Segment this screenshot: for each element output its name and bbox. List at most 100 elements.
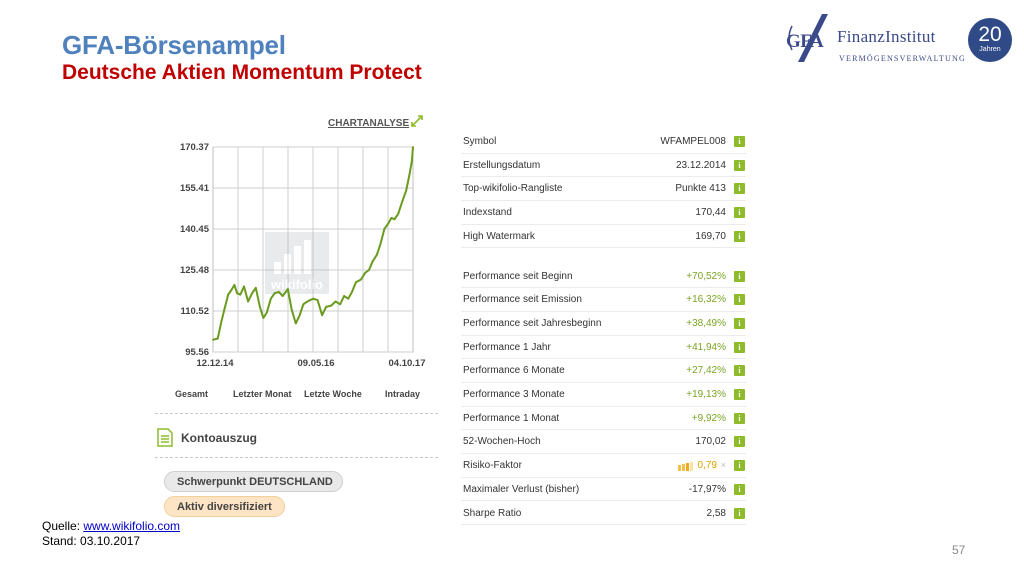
data-point [334, 300, 337, 303]
badge-number: 20 [978, 23, 1002, 46]
data-point [397, 212, 400, 215]
data-point [355, 281, 357, 284]
risk-meter-icon [678, 462, 693, 472]
row-value: +9,92% [691, 412, 726, 424]
row-value: 23.12.2014 [675, 159, 726, 171]
data-point [364, 271, 367, 274]
data-point [302, 303, 305, 306]
x-tick-label: 09.05.16 [298, 358, 335, 369]
tab-gesamt[interactable]: Gesamt [175, 389, 209, 399]
risk-value: 0,79 [697, 460, 717, 472]
info-icon[interactable]: i [734, 507, 745, 519]
page-number: 57 [952, 543, 966, 557]
y-tick-label: 155.41 [180, 183, 210, 194]
row-value: +70,52% [686, 270, 726, 282]
row-label: Maximaler Verlust (bisher) [463, 483, 580, 495]
info-icon[interactable]: i [734, 436, 745, 448]
data-point [277, 291, 280, 293]
info-icon[interactable]: i [734, 341, 745, 353]
logo-tagline: VERMÖGENSVERWALTUNG [839, 54, 966, 63]
data-point [216, 337, 219, 340]
table-row: Erstellungsdatum 23.12.2014 i [461, 154, 746, 178]
row-value: 170,44 [695, 207, 726, 219]
info-icon[interactable]: i [734, 159, 745, 171]
row-label: Performance 6 Monate [463, 365, 565, 377]
badge-label: Jahren [979, 46, 1001, 53]
close-icon[interactable]: × [720, 460, 726, 471]
data-point [294, 322, 297, 325]
row-label: Performance seit Jahresbeginn [463, 317, 602, 329]
data-point [360, 278, 362, 281]
expand-icon[interactable] [410, 114, 424, 128]
row-label: Performance seit Emission [463, 294, 582, 306]
source-link[interactable]: www.wikifolio.com [83, 519, 181, 533]
table-row: High Watermark 169,70 i [461, 225, 746, 249]
data-point [401, 200, 404, 203]
info-icon[interactable]: i [734, 136, 745, 147]
info-icon[interactable]: i [734, 207, 745, 219]
data-point [371, 260, 374, 263]
info-icon[interactable]: i [734, 270, 745, 282]
y-tick-label: 110.52 [180, 306, 209, 317]
data-point [325, 306, 327, 308]
date-line: Stand: 03.10.2017 [42, 534, 141, 548]
info-icon[interactable]: i [734, 460, 745, 472]
y-tick-label: 95.56 [185, 347, 209, 358]
data-point [266, 311, 268, 314]
anniversary-badge: 20 Jahren [968, 18, 1012, 62]
data-point [408, 174, 411, 177]
chart-series-layer [212, 146, 414, 341]
divider [155, 457, 438, 458]
tab-intraday[interactable]: Intraday [385, 389, 421, 399]
data-point [306, 300, 309, 303]
table-row: Performance 1 Jahr +41,94% i [461, 336, 746, 360]
table-row: Top-wikifolio-Rangliste Punkte 413 i [461, 177, 746, 202]
chartanalyse-link[interactable]: CHARTANALYSE [328, 118, 410, 129]
table-row: Sharpe Ratio 2,58 i [461, 502, 746, 526]
info-icon[interactable]: i [734, 412, 745, 424]
row-label: Risiko-Faktor [463, 460, 522, 472]
data-point [259, 306, 261, 308]
row-label: 52-Wochen-Hoch [463, 436, 541, 448]
data-point [298, 314, 301, 317]
data-point [236, 292, 238, 295]
document-icon [157, 428, 173, 447]
data-point [233, 284, 236, 286]
y-tick-label: 125.48 [180, 265, 209, 276]
y-tick-label: 170.37 [180, 142, 209, 153]
data-point [254, 286, 257, 289]
kontoauszug-label: Kontoauszug [181, 431, 257, 445]
row-value: 169,70 [695, 230, 726, 242]
table-row: 52-Wochen-Hoch 170,02 i [461, 430, 746, 455]
info-icon[interactable]: i [734, 365, 745, 377]
gfa-logo-mark-icon [788, 14, 828, 62]
row-label: Symbol [463, 136, 497, 147]
row-value: 2,58 [706, 507, 726, 519]
data-point [330, 304, 333, 307]
data-point [247, 300, 249, 303]
tab-letzte-woche[interactable]: Letzte Woche [304, 389, 362, 399]
info-icon[interactable]: i [734, 317, 745, 329]
table-row: Performance 3 Monate +19,13% i [461, 383, 746, 407]
row-value: Punkte 413 [675, 183, 726, 195]
row-label: Performance 3 Monate [463, 389, 565, 400]
table-row: Risiko-Faktor 0,79 × i [461, 454, 746, 478]
gfa-logo: GFA FinanzInstitut VERMÖGENSVERWALTUNG [784, 12, 965, 68]
info-icon[interactable]: i [734, 230, 745, 242]
data-point [230, 289, 232, 292]
row-label: Top-wikifolio-Rangliste [463, 183, 563, 195]
table-row: Performance 1 Monat +9,92% i [461, 407, 746, 431]
info-icon[interactable]: i [734, 483, 745, 495]
info-icon[interactable]: i [734, 183, 745, 195]
tab-letzter-monat[interactable]: Letzter Monat [233, 389, 292, 399]
info-icon[interactable]: i [734, 389, 745, 400]
y-tick-label: 140.45 [180, 224, 210, 235]
divider [155, 413, 438, 414]
info-icon[interactable]: i [734, 294, 745, 306]
source-note: Quelle: www.wikifolio.com Stand: 03.10.2… [42, 519, 180, 549]
table-row: Performance seit Emission +16,32% i [461, 288, 746, 312]
data-point [281, 295, 284, 297]
data-point [379, 243, 382, 245]
data-point [387, 222, 390, 225]
data-point [251, 292, 253, 295]
